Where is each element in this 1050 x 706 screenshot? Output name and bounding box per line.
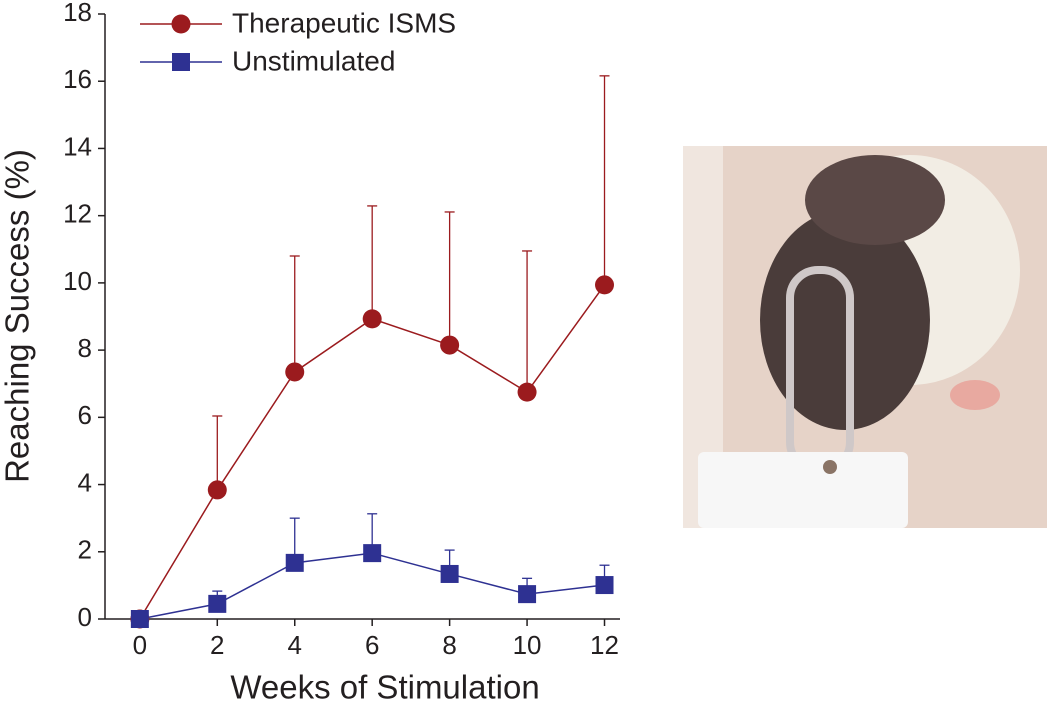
y-tick-label: 6 (78, 400, 92, 430)
data-point (595, 576, 614, 595)
x-tick-label: 10 (513, 630, 542, 660)
data-point (518, 585, 537, 604)
data-point (130, 610, 149, 628)
x-tick-label: 12 (590, 630, 619, 660)
x-tick-label: 4 (288, 630, 302, 660)
x-tick-label: 6 (365, 630, 379, 660)
data-point (517, 382, 537, 402)
y-tick-label: 12 (63, 199, 92, 229)
photo (683, 146, 1047, 528)
y-tick-label: 0 (78, 602, 92, 632)
x-tick-label: 0 (133, 630, 147, 660)
series-line (139, 284, 606, 620)
y-axis-title: Reaching Success (%) (0, 149, 36, 483)
photo-rat-back (805, 155, 945, 245)
photo-paw (950, 380, 1000, 410)
y-tick-label: 10 (63, 266, 92, 296)
data-point (285, 362, 305, 382)
legend-label: Therapeutic ISMS (232, 7, 456, 38)
data-point (285, 553, 304, 572)
y-tick-label: 18 (63, 0, 92, 27)
photo-rat-front (760, 210, 930, 430)
data-point (595, 275, 615, 295)
photo-pellet (823, 460, 837, 474)
x-tick-label: 2 (210, 630, 224, 660)
x-tick-label: 8 (442, 630, 456, 660)
legend-marker (172, 53, 190, 71)
x-axis-title: Weeks of Stimulation (230, 669, 539, 706)
data-point (208, 594, 227, 613)
data-point (207, 480, 227, 500)
photo-shelf (698, 452, 908, 528)
y-tick-label: 16 (63, 64, 92, 94)
data-point (440, 335, 460, 355)
y-tick-label: 2 (78, 535, 92, 565)
legend-label: Unstimulated (232, 45, 395, 76)
data-point (362, 309, 382, 329)
y-tick-label: 4 (78, 467, 92, 497)
legend-marker (171, 14, 191, 34)
y-tick-label: 8 (78, 333, 92, 363)
y-tick-label: 14 (63, 131, 92, 161)
data-point (440, 564, 459, 583)
data-point (363, 544, 382, 563)
